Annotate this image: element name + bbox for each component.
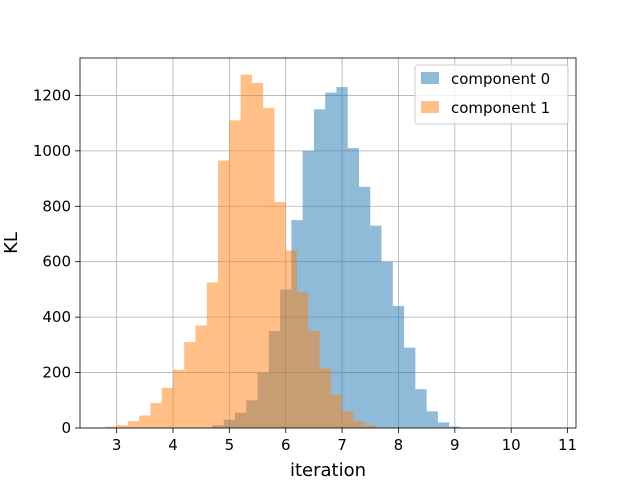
legend-label-component-1: component 1 (451, 99, 550, 117)
histogram-bar (229, 120, 241, 428)
x-axis-label: iteration (290, 460, 366, 480)
axes-frame (79, 57, 577, 429)
histogram-bar (195, 325, 207, 428)
series-bars-component-1 (94, 74, 388, 429)
histogram-bar (336, 87, 348, 428)
histogram-bar (364, 425, 376, 428)
x-tick-label: 4 (168, 436, 178, 454)
histogram-bar (381, 261, 393, 428)
histogram-bar (116, 425, 128, 428)
y-tick-label: 600 (42, 253, 71, 271)
legend: component 0 component 1 (414, 64, 569, 125)
histogram-bar (330, 394, 343, 428)
y-axis-label: KL (1, 232, 22, 254)
histogram-bar (392, 306, 405, 428)
histogram-bar (353, 421, 365, 428)
histogram-bar (437, 422, 450, 428)
y-tick-label: 1200 (33, 86, 71, 104)
histogram-bar (274, 202, 286, 428)
y-tick-label: 400 (42, 308, 71, 326)
histogram-bars (94, 74, 461, 429)
histogram-bar (263, 107, 275, 429)
histogram-bar (206, 282, 219, 428)
legend-swatch-component-0 (421, 72, 439, 84)
x-tick-label: 3 (112, 436, 122, 454)
histogram-bar (426, 411, 438, 428)
histogram-bar (319, 368, 331, 428)
histogram-bar (285, 250, 297, 428)
y-tick-label: 800 (42, 197, 71, 215)
axis-ticks: 3 4 5 6 7 8 9 10 11 0 200 400 600 800 1000 1200 (33, 86, 577, 454)
histogram-bar (347, 148, 359, 429)
histogram-bar (127, 421, 140, 428)
y-tick-label: 200 (42, 364, 71, 382)
x-tick-label: 10 (502, 436, 521, 454)
histogram-bar (240, 74, 252, 428)
histogram-bar (415, 389, 427, 428)
histogram-bar (342, 411, 354, 428)
histogram-bar (161, 387, 173, 428)
histogram-bar (218, 160, 230, 428)
histogram-bar (251, 82, 264, 428)
histogram-bar (302, 150, 314, 428)
legend-frame (414, 64, 569, 125)
histogram-bar (297, 292, 309, 428)
y-tick-label: 1000 (33, 142, 71, 160)
x-tick-label: 11 (558, 436, 577, 454)
histogram-bar (184, 342, 196, 428)
histogram-bar (313, 109, 326, 428)
x-tick-label: 6 (281, 436, 291, 454)
x-tick-label: 8 (394, 436, 404, 454)
histogram-bar (105, 426, 117, 428)
legend-label-component-0: component 0 (451, 70, 550, 88)
x-tick-label: 5 (225, 436, 235, 454)
histogram-bar (404, 347, 416, 428)
histogram-bar (173, 369, 185, 428)
histogram-bar (370, 225, 382, 428)
y-tick-label: 0 (61, 419, 71, 437)
x-tick-label: 7 (337, 436, 347, 454)
histogram-bar (359, 186, 371, 428)
histogram-bar (449, 426, 461, 428)
histogram-bar (150, 403, 162, 428)
legend-swatch-component-1 (421, 101, 439, 113)
x-tick-label: 9 (450, 436, 460, 454)
histogram-bar (139, 415, 151, 428)
histogram-bar (325, 92, 337, 428)
histogram-bar (308, 330, 320, 428)
